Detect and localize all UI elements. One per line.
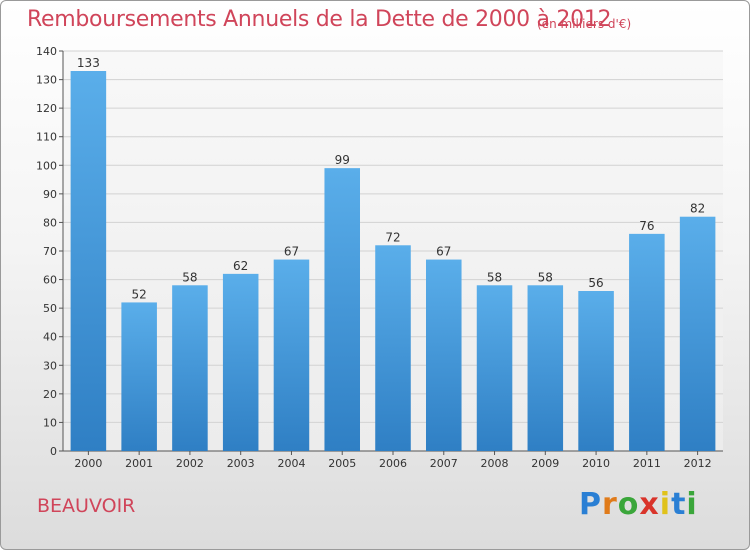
y-tick-label: 140: [36, 45, 57, 58]
bar-2008: [476, 285, 513, 451]
x-tick-label: 2004: [277, 457, 305, 470]
x-tick-label: 2012: [684, 457, 712, 470]
data-label: 58: [182, 270, 197, 284]
x-tick-label: 2001: [125, 457, 153, 470]
logo-letter: P: [579, 487, 602, 522]
data-label: 62: [233, 259, 248, 273]
y-tick-label: 0: [50, 445, 57, 458]
data-label: 52: [132, 287, 147, 301]
bar-2004: [273, 259, 310, 451]
data-label: 72: [385, 230, 400, 244]
x-tick-label: 2011: [633, 457, 661, 470]
y-tick-label: 40: [43, 331, 57, 344]
bar-2003: [222, 273, 259, 451]
data-label: 133: [77, 56, 100, 70]
y-tick-label: 130: [36, 74, 57, 87]
logo-letter: o: [617, 487, 640, 522]
y-tick-label: 50: [43, 302, 57, 315]
data-label: 56: [588, 276, 603, 290]
logo-letter: x: [639, 487, 660, 522]
logo-letter: r: [602, 487, 618, 522]
y-tick-label: 20: [43, 388, 57, 401]
logo-letter: i: [686, 487, 698, 522]
bar-2009: [527, 285, 564, 451]
x-tick-label: 2009: [531, 457, 559, 470]
y-tick-label: 90: [43, 188, 57, 201]
bar-2010: [578, 291, 614, 451]
x-tick-label: 2007: [430, 457, 458, 470]
bar-2001: [121, 302, 157, 451]
bar-2000: [70, 71, 107, 451]
chart-title: Remboursements Annuels de la Dette de 20…: [27, 7, 612, 32]
y-tick-label: 120: [36, 102, 57, 115]
y-tick-label: 110: [36, 131, 57, 144]
commune-name: BEAUVOIR: [37, 495, 136, 517]
data-label: 76: [639, 219, 654, 233]
x-tick-label: 2006: [379, 457, 407, 470]
y-tick-label: 30: [43, 359, 57, 372]
x-tick-label: 2002: [176, 457, 204, 470]
bar-2006: [375, 245, 411, 451]
data-label: 67: [436, 245, 451, 259]
y-tick-label: 60: [43, 274, 57, 287]
x-tick-label: 2010: [582, 457, 610, 470]
x-tick-label: 2003: [227, 457, 255, 470]
data-label: 99: [335, 153, 350, 167]
y-tick-label: 100: [36, 159, 57, 172]
x-tick-label: 2005: [328, 457, 356, 470]
x-tick-label: 2000: [74, 457, 102, 470]
logo-letter: t: [671, 487, 687, 522]
logo-letter: i: [659, 487, 672, 522]
bar-2007: [426, 259, 462, 451]
data-label: 58: [487, 270, 502, 284]
bar-2011: [629, 233, 665, 451]
x-tick-label: 2008: [481, 457, 509, 470]
y-tick-label: 10: [43, 416, 57, 429]
y-tick-label: 80: [43, 216, 57, 229]
bar-2005: [324, 168, 360, 451]
y-tick-label: 70: [43, 245, 57, 258]
proxiti-logo: Proxiti: [579, 487, 698, 522]
data-label: 67: [284, 245, 299, 259]
bar-chart: 0 10 20 30 40 50 60 70 80 90 100 110 120 130 140 133 200…: [36, 45, 723, 470]
bar-2012: [679, 216, 716, 451]
data-label: 58: [538, 270, 553, 284]
bar-2002: [172, 285, 208, 451]
data-label: 82: [690, 202, 705, 216]
chart-subtitle: (en milliers d'€): [537, 17, 632, 31]
